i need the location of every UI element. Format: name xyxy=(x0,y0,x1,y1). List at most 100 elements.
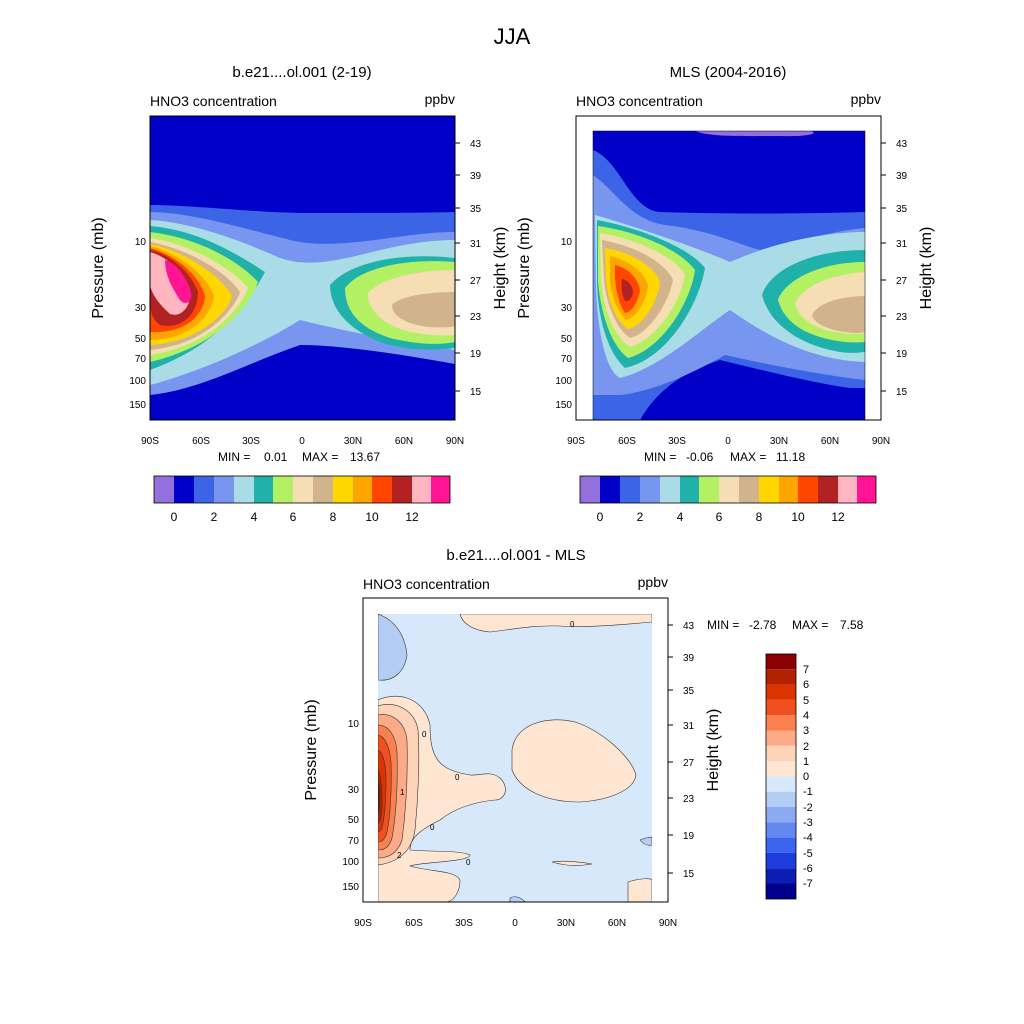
colorbar-swatch xyxy=(313,476,333,503)
colorbar-tick: 2 xyxy=(211,510,218,524)
colorbar-swatch xyxy=(174,476,194,503)
colorbar-tick: -1 xyxy=(803,786,813,798)
figure-title: JJA xyxy=(494,24,531,49)
panel-obs-title: MLS (2004-2016) xyxy=(670,64,787,81)
x-tick: 60N xyxy=(608,918,626,929)
panel-model-units: ppbv xyxy=(425,91,455,107)
colorbar-swatch xyxy=(620,476,640,503)
max-label: MAX = xyxy=(730,450,766,464)
panel-observations: MLS (2004-2016) HNO3 concentration ppbv xyxy=(516,64,935,524)
colorbar-tick: 4 xyxy=(677,510,684,524)
height-tick: 15 xyxy=(683,869,695,880)
panel-model-minmax: MIN = 0.01 MAX = 13.67 xyxy=(218,450,380,464)
colorbar-swatch xyxy=(640,476,660,503)
colorbar-tick: 1 xyxy=(803,756,809,768)
height-tick: 27 xyxy=(896,276,908,287)
height-tick: 43 xyxy=(683,621,695,632)
panel-obs-contour-fill xyxy=(593,131,865,420)
x-tick: 60S xyxy=(618,436,636,447)
x-tick: 90N xyxy=(446,436,464,447)
x-tick: 60S xyxy=(405,918,423,929)
min-label: MIN = xyxy=(218,450,250,464)
height-tick: 23 xyxy=(683,794,695,805)
colorbar-swatch xyxy=(194,476,214,503)
colorbar-swatch xyxy=(798,476,818,503)
height-tick: 31 xyxy=(896,239,908,250)
height-tick: 31 xyxy=(470,239,482,250)
height-tick: 35 xyxy=(470,204,482,215)
colorbar-swatch xyxy=(660,476,680,503)
colorbar-tick: 12 xyxy=(405,510,419,524)
x-tick: 30S xyxy=(242,436,260,447)
colorbar-swatch xyxy=(719,476,739,503)
panel-model-ylabel-left: Pressure (mb) xyxy=(90,217,107,318)
height-tick: 15 xyxy=(470,387,482,398)
colorbar-swatch xyxy=(759,476,779,503)
max-value: 13.67 xyxy=(350,450,380,464)
panel-diff-pressure-ticks: 10 30 50 70 100 150 xyxy=(342,719,359,893)
height-tick: 39 xyxy=(896,171,908,182)
contour-label: 0 xyxy=(430,823,435,832)
height-tick: 43 xyxy=(896,139,908,150)
colorbar-swatch xyxy=(766,776,796,792)
panel-model-x-ticks: 90S 60S 30S 0 30N 60N 90N xyxy=(141,436,464,447)
panel-diff-contour-fill xyxy=(378,614,652,902)
panel-model-colorbar: 0 2 4 6 8 10 12 xyxy=(153,475,451,524)
panel-obs-minmax: MIN = -0.06 MAX = 11.18 xyxy=(644,450,805,464)
panel-obs-left-label: HNO3 concentration xyxy=(576,93,703,109)
pressure-tick: 50 xyxy=(348,815,360,826)
max-label: MAX = xyxy=(792,618,828,632)
contour-label: 2 xyxy=(397,851,402,860)
colorbar-swatch xyxy=(818,476,838,503)
height-tick: 31 xyxy=(683,721,695,732)
colorbar-tick: 0 xyxy=(597,510,604,524)
pressure-tick: 150 xyxy=(555,400,572,411)
contour-label: 0 xyxy=(570,620,575,629)
colorbar-tick: 7 xyxy=(803,664,809,676)
panel-obs-colorbar: 0 2 4 6 8 10 12 xyxy=(579,475,877,524)
colorbar-swatch xyxy=(766,730,796,746)
pressure-tick: 30 xyxy=(348,785,360,796)
panel-obs-x-ticks: 90S 60S 30S 0 30N 60N 90N xyxy=(567,436,890,447)
colorbar-tick: 6 xyxy=(716,510,723,524)
max-value: 11.18 xyxy=(776,450,805,464)
colorbar-swatch xyxy=(412,476,431,503)
colorbar-swatch xyxy=(766,883,796,899)
panel-obs-tick-marks xyxy=(881,142,886,392)
colorbar-swatch xyxy=(254,476,273,503)
x-tick: 90N xyxy=(659,918,677,929)
colorbar-tick: 10 xyxy=(365,510,379,524)
colorbar-swatch xyxy=(766,669,796,685)
colorbar-tick: 6 xyxy=(290,510,297,524)
colorbar-tick: 6 xyxy=(803,679,809,691)
colorbar-swatch xyxy=(293,476,313,503)
pressure-tick: 30 xyxy=(135,303,147,314)
height-tick: 15 xyxy=(896,387,908,398)
panel-diff-units: ppbv xyxy=(638,574,668,590)
colorbar-tick: 5 xyxy=(803,695,809,707)
colorbar-swatch xyxy=(600,476,620,503)
height-tick: 23 xyxy=(896,312,908,323)
pressure-tick: 150 xyxy=(129,400,146,411)
max-value: 7.58 xyxy=(840,618,864,632)
colorbar-swatch xyxy=(857,476,876,503)
panel-model-ylabel-right: Height (km) xyxy=(492,227,509,310)
x-tick: 60N xyxy=(821,436,839,447)
colorbar-swatch xyxy=(234,476,254,503)
panel-model-title: b.e21....ol.001 (2-19) xyxy=(232,64,371,81)
x-tick: 30N xyxy=(344,436,362,447)
panel-model-contour-fill xyxy=(150,116,455,420)
height-tick: 39 xyxy=(683,653,695,664)
pressure-tick: 100 xyxy=(129,376,146,387)
pressure-tick: 70 xyxy=(348,836,360,847)
colorbar-tick: -4 xyxy=(803,832,813,844)
panel-obs-ylabel-right: Height (km) xyxy=(918,227,935,310)
colorbar-tick: 4 xyxy=(251,510,258,524)
colorbar-swatch xyxy=(766,868,796,884)
x-tick: 60N xyxy=(395,436,413,447)
colorbar-swatch xyxy=(766,807,796,823)
colorbar-swatch xyxy=(392,476,412,503)
min-value: -2.78 xyxy=(749,618,777,632)
height-tick: 19 xyxy=(896,349,908,360)
pressure-tick: 50 xyxy=(135,334,147,345)
